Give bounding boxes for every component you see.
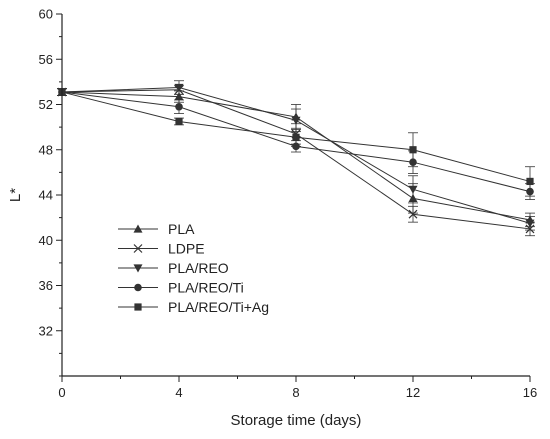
y-axis-label: L* — [7, 188, 24, 202]
legend-marker — [133, 244, 143, 253]
legend-entry: LDPE — [118, 241, 205, 257]
y-tick-label: 52 — [39, 97, 53, 112]
legend-marker — [133, 264, 143, 273]
data-point — [175, 117, 183, 126]
y-tick-label: 48 — [39, 142, 53, 157]
data-point — [291, 116, 301, 125]
y-tick-label: 32 — [39, 323, 53, 338]
y-tick-label: 56 — [39, 52, 53, 67]
legend-entry: PLA/REO — [118, 260, 229, 276]
x-tick-label: 8 — [292, 385, 299, 400]
legend-label: LDPE — [168, 241, 205, 257]
x-tick-label: 12 — [406, 385, 420, 400]
legend-marker — [134, 303, 142, 311]
legend-entry: PLA — [118, 221, 195, 237]
x-axis-label: Storage time (days) — [231, 412, 362, 429]
data-point — [525, 219, 535, 228]
legend-marker — [134, 283, 142, 292]
y-tick-label: 44 — [39, 188, 53, 203]
legend-label: PLA/REO/Ti — [168, 280, 244, 296]
legend-marker — [133, 224, 143, 233]
data-point — [409, 146, 417, 154]
legend-label: PLA — [168, 221, 195, 237]
y-tick-label: 40 — [39, 233, 53, 248]
data-point — [292, 133, 300, 141]
legend-label: PLA/REO/Ti+Ag — [168, 299, 269, 315]
data-point — [174, 83, 184, 93]
x-tick-label: 16 — [523, 385, 537, 400]
data-point — [175, 102, 183, 111]
legend-entry: PLA/REO/Ti — [118, 280, 244, 296]
y-tick-label: 60 — [39, 7, 53, 22]
data-point — [174, 92, 184, 101]
legend-label: PLA/REO — [168, 260, 229, 276]
legend-entry: PLA/REO/Ti+Ag — [118, 299, 269, 315]
legend: PLA LDPE PLA/REO PLA/REO/Ti PLA/REO/Ti+Ag — [118, 221, 269, 315]
data-point — [408, 185, 418, 194]
data-point — [526, 177, 534, 186]
x-tick-label: 4 — [175, 385, 182, 400]
data-point — [408, 209, 418, 219]
y-tick-label: 36 — [39, 278, 53, 293]
plot-area — [57, 80, 535, 237]
x-tick-label: 0 — [58, 385, 65, 400]
